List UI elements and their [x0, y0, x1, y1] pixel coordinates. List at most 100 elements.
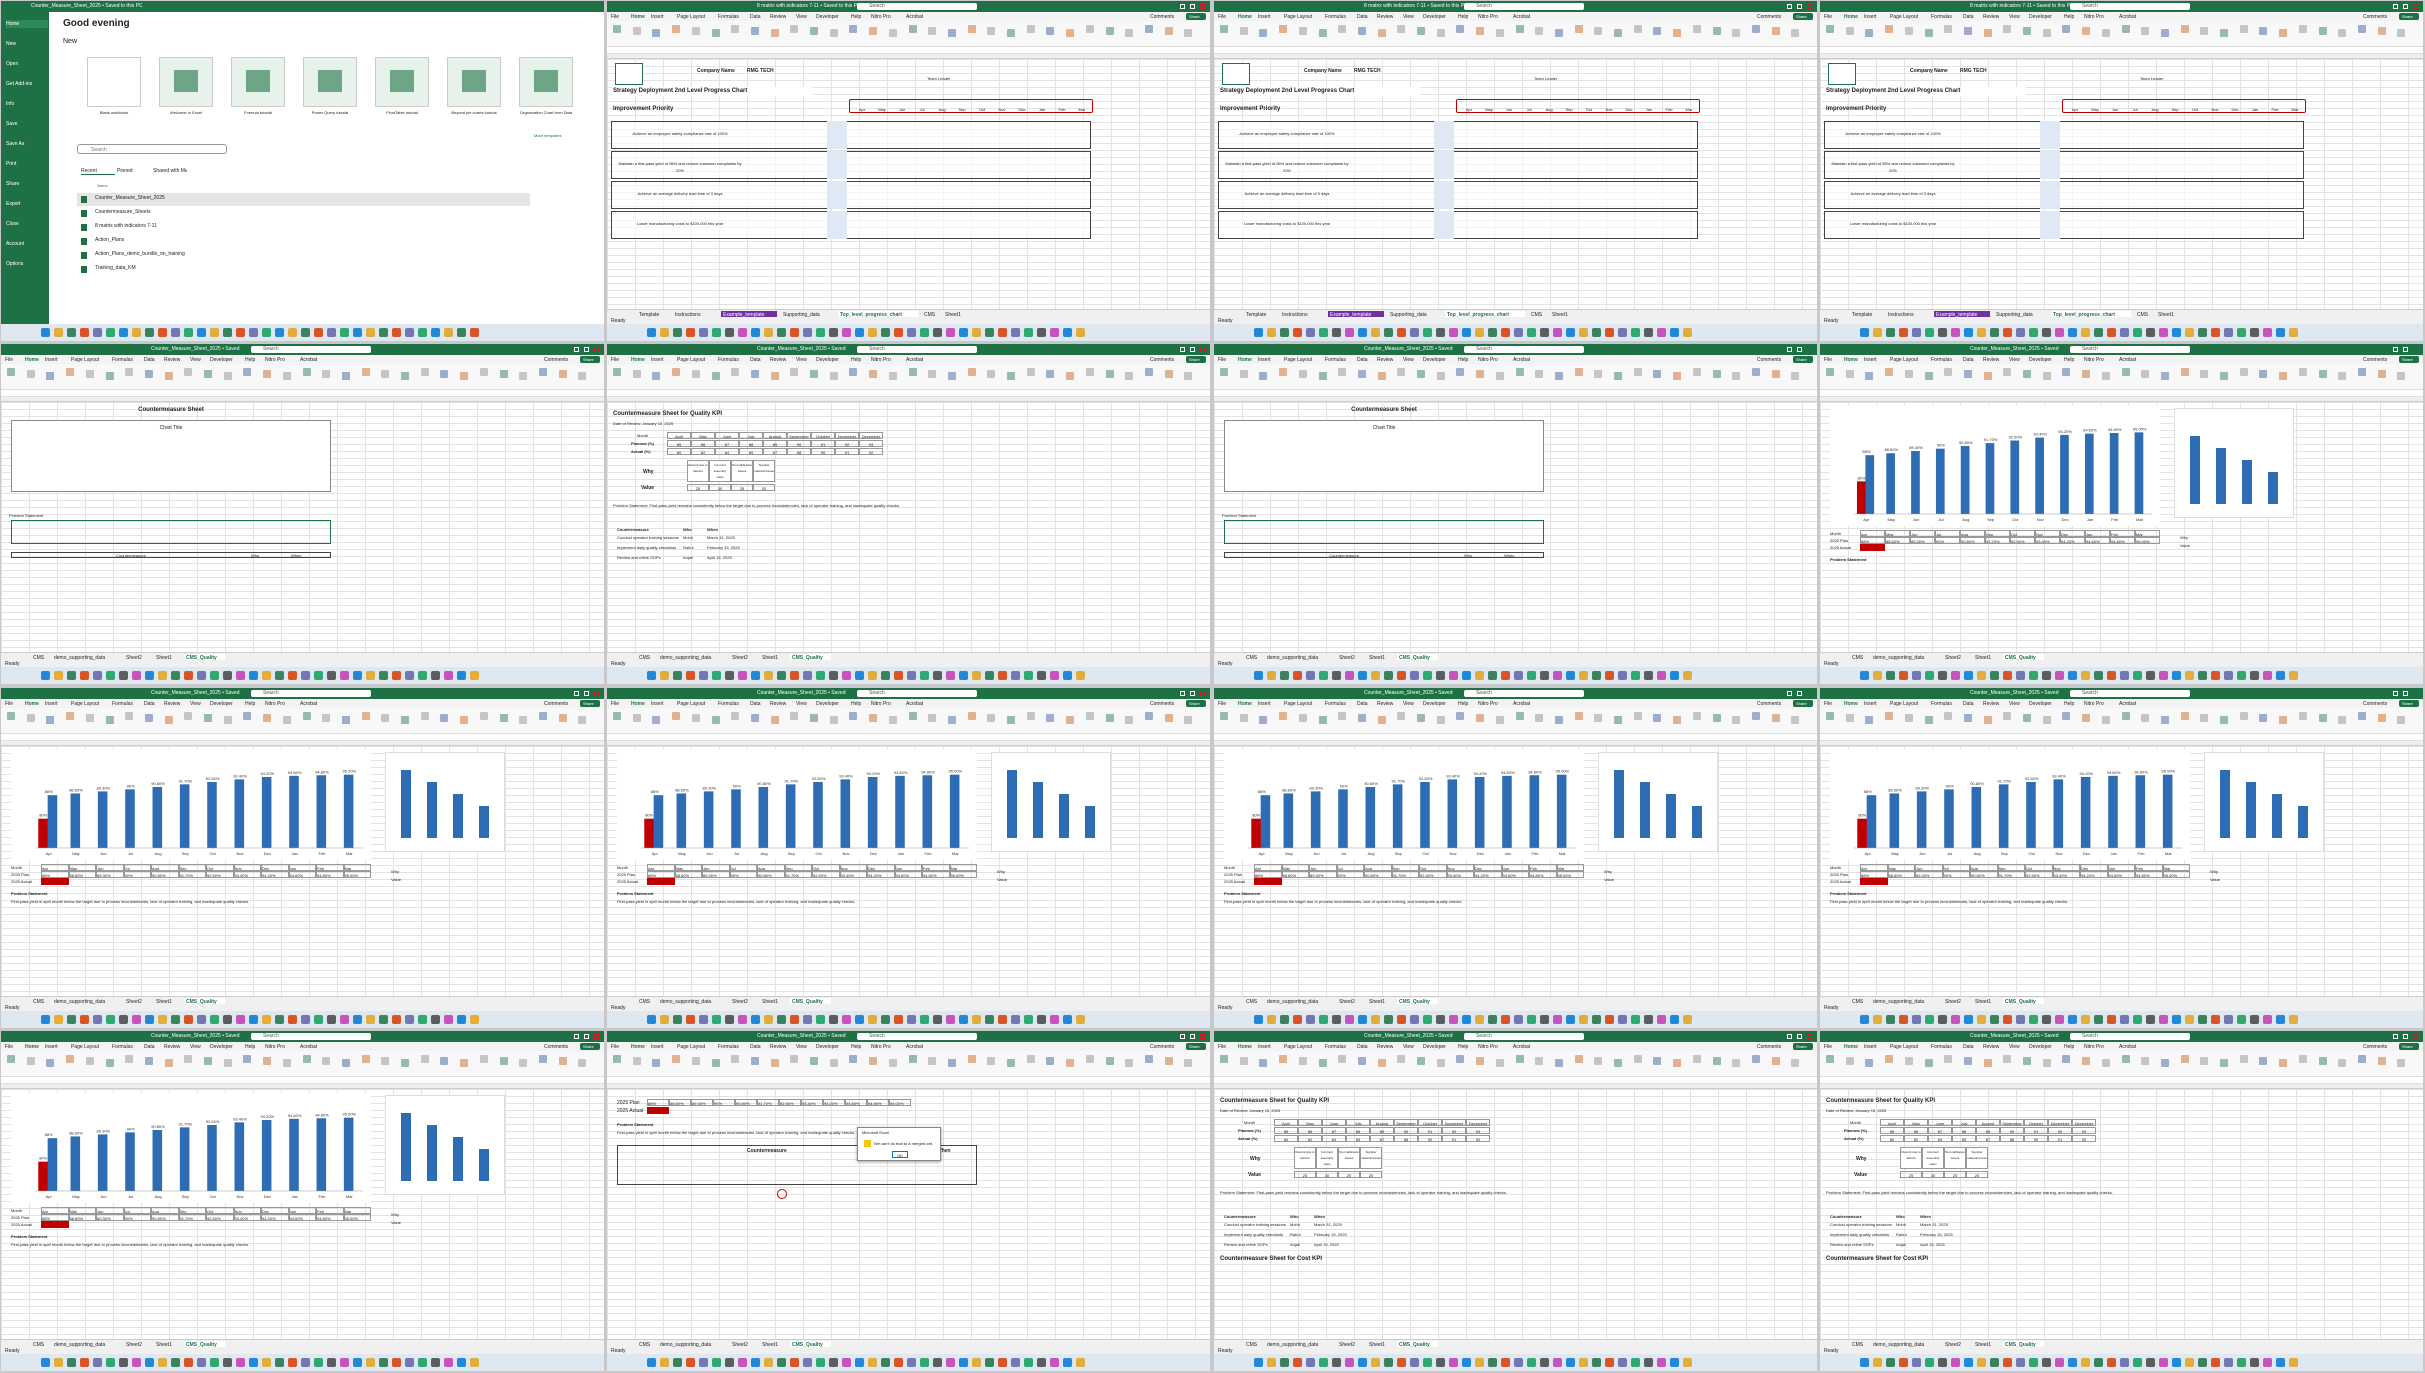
taskbar-icon[interactable]	[1886, 1358, 1895, 1367]
taskbar-icon[interactable]	[2211, 1015, 2220, 1024]
taskbar-icon[interactable]	[67, 328, 76, 337]
ribbon-icon[interactable]	[1791, 29, 1800, 37]
ribbon-icon[interactable]	[263, 370, 272, 378]
taskbar-icon[interactable]	[327, 328, 336, 337]
taskbar-icon[interactable]	[119, 671, 128, 680]
ribbon-icon[interactable]	[888, 372, 897, 380]
menu-tab[interactable]: Developer	[1423, 1044, 1446, 1050]
ribbon-icon[interactable]	[1239, 714, 1248, 722]
taskbar-icon[interactable]	[2198, 1015, 2207, 1024]
menu-tab[interactable]: Data	[144, 1044, 155, 1050]
taskbar-icon[interactable]	[1423, 328, 1432, 337]
ribbon-icon[interactable]	[888, 1059, 897, 1067]
ribbon-icon[interactable]	[1495, 716, 1504, 724]
menu-tab[interactable]: Review	[1983, 1044, 2000, 1050]
taskbar-icon[interactable]	[2185, 1015, 2194, 1024]
ribbon-icon[interactable]	[1476, 714, 1485, 722]
window-button[interactable]	[2413, 1034, 2418, 1039]
menu-tab[interactable]: Help	[851, 357, 862, 363]
file-row[interactable]: Countermeasure_Sheets	[77, 207, 530, 220]
taskbar-icon[interactable]	[1254, 1358, 1263, 1367]
ribbon-icon[interactable]	[1338, 1055, 1347, 1063]
taskbar-icon[interactable]	[457, 1358, 466, 1367]
ribbon-icon[interactable]	[1164, 1057, 1173, 1065]
ribbon-icon[interactable]	[2121, 712, 2130, 720]
menu-tab[interactable]: Review	[164, 357, 181, 363]
ribbon-icon[interactable]	[2338, 716, 2347, 724]
ribbon-icon[interactable]	[440, 1057, 449, 1065]
taskbar-icon[interactable]	[236, 671, 245, 680]
sheet-tab[interactable]: Sheet1	[1369, 1342, 1385, 1347]
ribbon-icon[interactable]	[85, 370, 94, 378]
taskbar-icon[interactable]	[106, 328, 115, 337]
menu-tab[interactable]: Page Layout	[677, 357, 706, 363]
taskbar-icon[interactable]	[1912, 1358, 1921, 1367]
taskbar-icon[interactable]	[197, 328, 206, 337]
taskbar-icon[interactable]	[673, 328, 682, 337]
ribbon-icon[interactable]	[2279, 372, 2288, 380]
taskbar-icon[interactable]	[236, 328, 245, 337]
ribbon-icon[interactable]	[829, 716, 838, 724]
ribbon-icon[interactable]	[538, 712, 547, 720]
ribbon-icon[interactable]	[2101, 372, 2110, 380]
menu-tab[interactable]: Help	[1458, 1044, 1469, 1050]
sheet-tab[interactable]: CMS	[639, 1342, 651, 1347]
ribbon-icon[interactable]	[1046, 27, 1055, 35]
ribbon-icon[interactable]	[302, 368, 311, 376]
menu-tab[interactable]: Nitro Pro	[871, 1044, 891, 1050]
ribbon-icon[interactable]	[1066, 372, 1075, 380]
taskbar-icon[interactable]	[1280, 1015, 1289, 1024]
ribbon-icon[interactable]	[1594, 27, 1603, 35]
ribbon-icon[interactable]	[1944, 25, 1953, 33]
taskbar-icon[interactable]	[132, 671, 141, 680]
ribbon-icon[interactable]	[869, 27, 878, 35]
menu-tab[interactable]: Acrobat	[1513, 701, 1531, 707]
sheet-tab[interactable]: CMS_Quality	[184, 654, 225, 660]
share-button[interactable]	[1793, 1043, 1813, 1050]
taskbar-icon[interactable]	[777, 1015, 786, 1024]
ribbon-icon[interactable]	[810, 27, 818, 35]
taskbar-icon[interactable]	[405, 328, 414, 337]
window-button[interactable]	[2413, 4, 2418, 9]
menu-tab[interactable]: Insert	[1864, 701, 1877, 707]
ribbon-icon[interactable]	[967, 1055, 976, 1063]
ribbon-icon[interactable]	[1085, 368, 1094, 376]
taskbar-icon[interactable]	[392, 671, 401, 680]
taskbar-icon[interactable]	[1024, 1358, 1033, 1367]
taskbar-icon[interactable]	[946, 1015, 955, 1024]
ribbon-icon[interactable]	[558, 714, 567, 722]
taskbar-icon[interactable]	[1977, 328, 1986, 337]
menu-tab[interactable]: Home	[1844, 1044, 1858, 1050]
taskbar-icon[interactable]	[184, 328, 193, 337]
ribbon-icon[interactable]	[1125, 29, 1134, 37]
ribbon-icon[interactable]	[1184, 1059, 1193, 1067]
template-thumb[interactable]	[159, 57, 213, 107]
taskbar-icon[interactable]	[2211, 328, 2220, 337]
menu-tab[interactable]: Insert	[45, 701, 58, 707]
taskbar-icon[interactable]	[145, 328, 154, 337]
ribbon-icon[interactable]	[105, 716, 114, 724]
menu-tab[interactable]: Insert	[651, 357, 664, 363]
menu-tab[interactable]: Nitro Pro	[1478, 1044, 1498, 1050]
ribbon-icon[interactable]	[1456, 712, 1465, 720]
taskbar-icon[interactable]	[1384, 1015, 1393, 1024]
taskbar-icon[interactable]	[2159, 328, 2168, 337]
ribbon-icon[interactable]	[66, 712, 75, 720]
ribbon-icon[interactable]	[1904, 714, 1913, 722]
ribbon-icon[interactable]	[440, 370, 449, 378]
ribbon-icon[interactable]	[46, 716, 55, 724]
taskbar-icon[interactable]	[2185, 1358, 2194, 1367]
taskbar-icon[interactable]	[738, 671, 747, 680]
ribbon-icon[interactable]	[2279, 1059, 2288, 1067]
menu-tab[interactable]: Formulas	[718, 701, 739, 707]
sheet-tab[interactable]: Sheet1	[762, 1342, 778, 1347]
ribbon-icon[interactable]	[1554, 1059, 1563, 1067]
ribbon-icon[interactable]	[1417, 714, 1425, 722]
taskbar-icon[interactable]	[158, 1358, 167, 1367]
ribbon-icon[interactable]	[322, 370, 331, 378]
ribbon-icon[interactable]	[770, 372, 779, 380]
taskbar-icon[interactable]	[660, 328, 669, 337]
menu-tab[interactable]: Help	[245, 701, 256, 707]
taskbar-icon[interactable]	[894, 328, 903, 337]
file-row[interactable]: 8 matrix with indicators 7-11	[77, 221, 530, 234]
